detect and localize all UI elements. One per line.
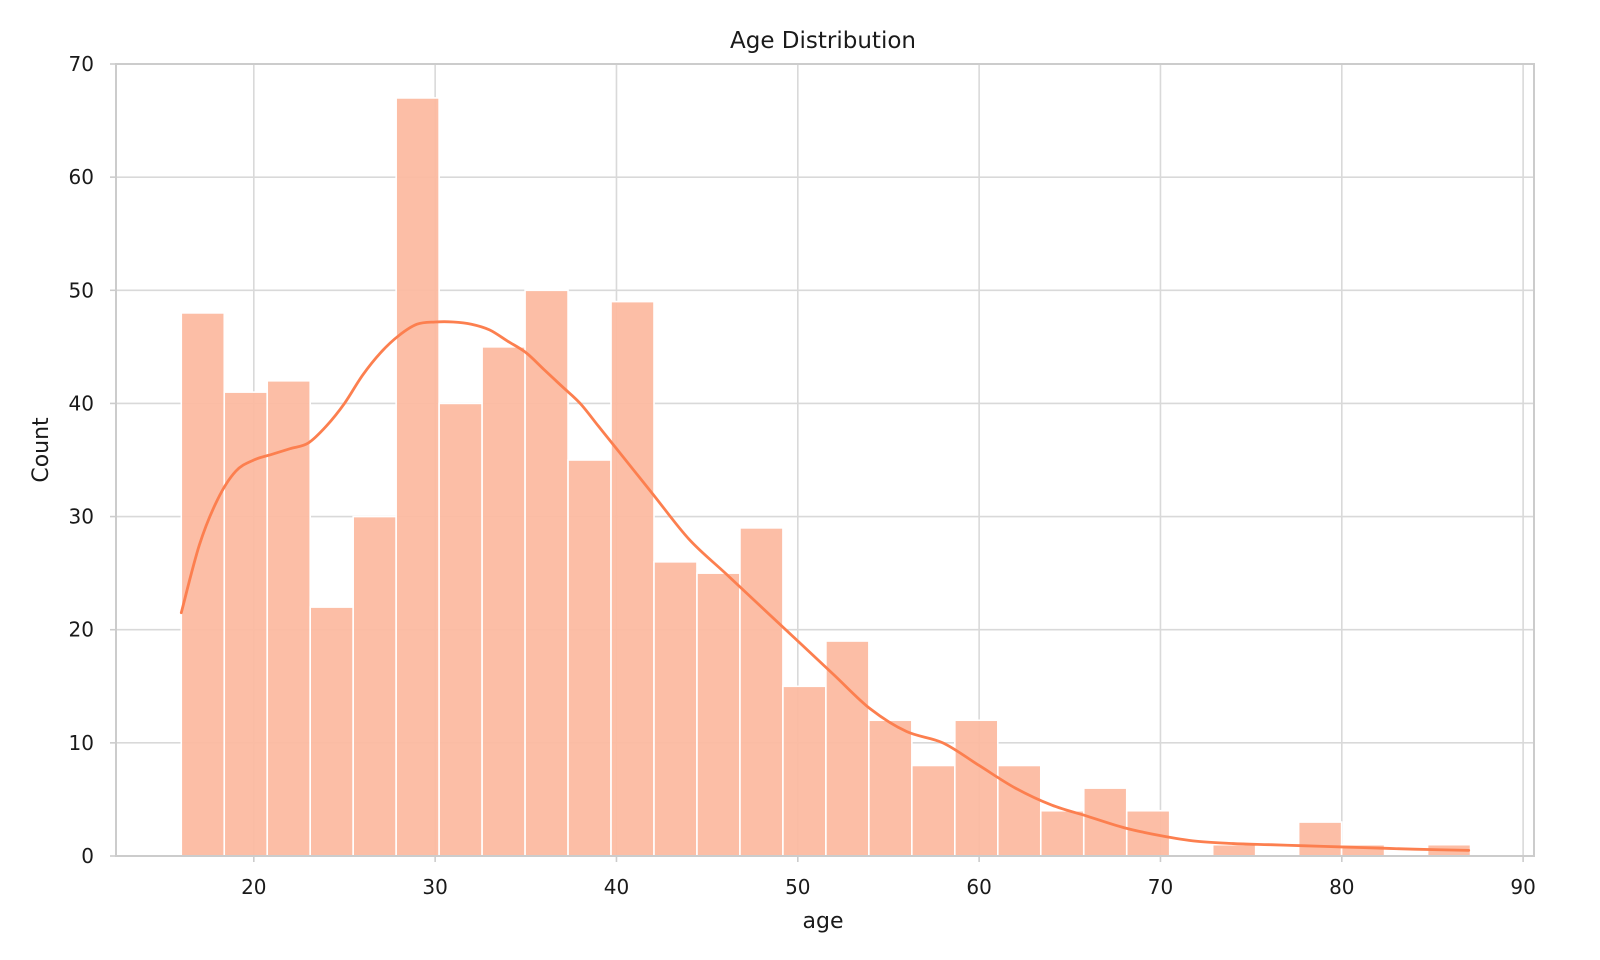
histogram-bar xyxy=(954,719,999,857)
y-tick-label: 30 xyxy=(69,505,94,529)
plot-frame xyxy=(115,63,1535,857)
histogram-bar xyxy=(309,606,354,857)
histogram-bars xyxy=(180,97,1472,857)
histogram-bar xyxy=(352,515,397,857)
histogram-bar xyxy=(868,719,913,857)
x-tick-label: 70 xyxy=(1148,875,1173,899)
histogram-bar xyxy=(825,640,870,857)
kde-line xyxy=(179,320,1471,852)
histogram-bar xyxy=(524,289,569,857)
y-tick-label: 40 xyxy=(69,391,94,415)
y-tick-label: 10 xyxy=(69,731,94,755)
x-tick-label: 50 xyxy=(785,875,810,899)
histogram-bar xyxy=(1039,809,1085,857)
x-tick-label: 90 xyxy=(1510,875,1535,899)
x-tick-label: 30 xyxy=(422,875,447,899)
histogram-bar xyxy=(739,527,784,857)
x-tick-label: 60 xyxy=(966,875,991,899)
y-axis-label: Count xyxy=(29,417,54,483)
kde-curve xyxy=(179,320,1471,852)
histogram-bar xyxy=(1297,821,1343,857)
histogram-bar xyxy=(610,300,655,857)
x-axis-label: age xyxy=(803,909,844,934)
x-tick-label: 20 xyxy=(241,875,266,899)
histogram-bar xyxy=(266,379,312,857)
y-tick-label: 70 xyxy=(69,52,94,76)
histogram-bar xyxy=(1211,843,1257,857)
histogram-bar xyxy=(223,391,269,857)
histogram-bar xyxy=(911,764,956,857)
histogram-bar xyxy=(481,346,526,857)
x-tick-label: 40 xyxy=(604,875,629,899)
x-tick-label: 80 xyxy=(1329,875,1354,899)
y-tick-label: 0 xyxy=(81,844,94,868)
histogram-bar xyxy=(567,459,612,857)
histogram-bar xyxy=(395,97,440,857)
y-tick-label: 20 xyxy=(69,618,94,642)
histogram-bar xyxy=(696,572,741,857)
chart-title: Age Distribution xyxy=(730,28,916,54)
y-tick-label: 50 xyxy=(69,278,94,302)
histogram-bar xyxy=(782,685,827,857)
y-tick-label: 60 xyxy=(69,165,94,189)
x-axis-ticks: 20 30 40 50 60 70 80 90 xyxy=(241,856,1536,899)
histogram-bar xyxy=(438,402,483,857)
y-axis-ticks: 0 10 20 30 40 50 60 70 xyxy=(69,52,116,868)
histogram-bar xyxy=(653,561,698,857)
histogram-bar xyxy=(997,764,1042,857)
